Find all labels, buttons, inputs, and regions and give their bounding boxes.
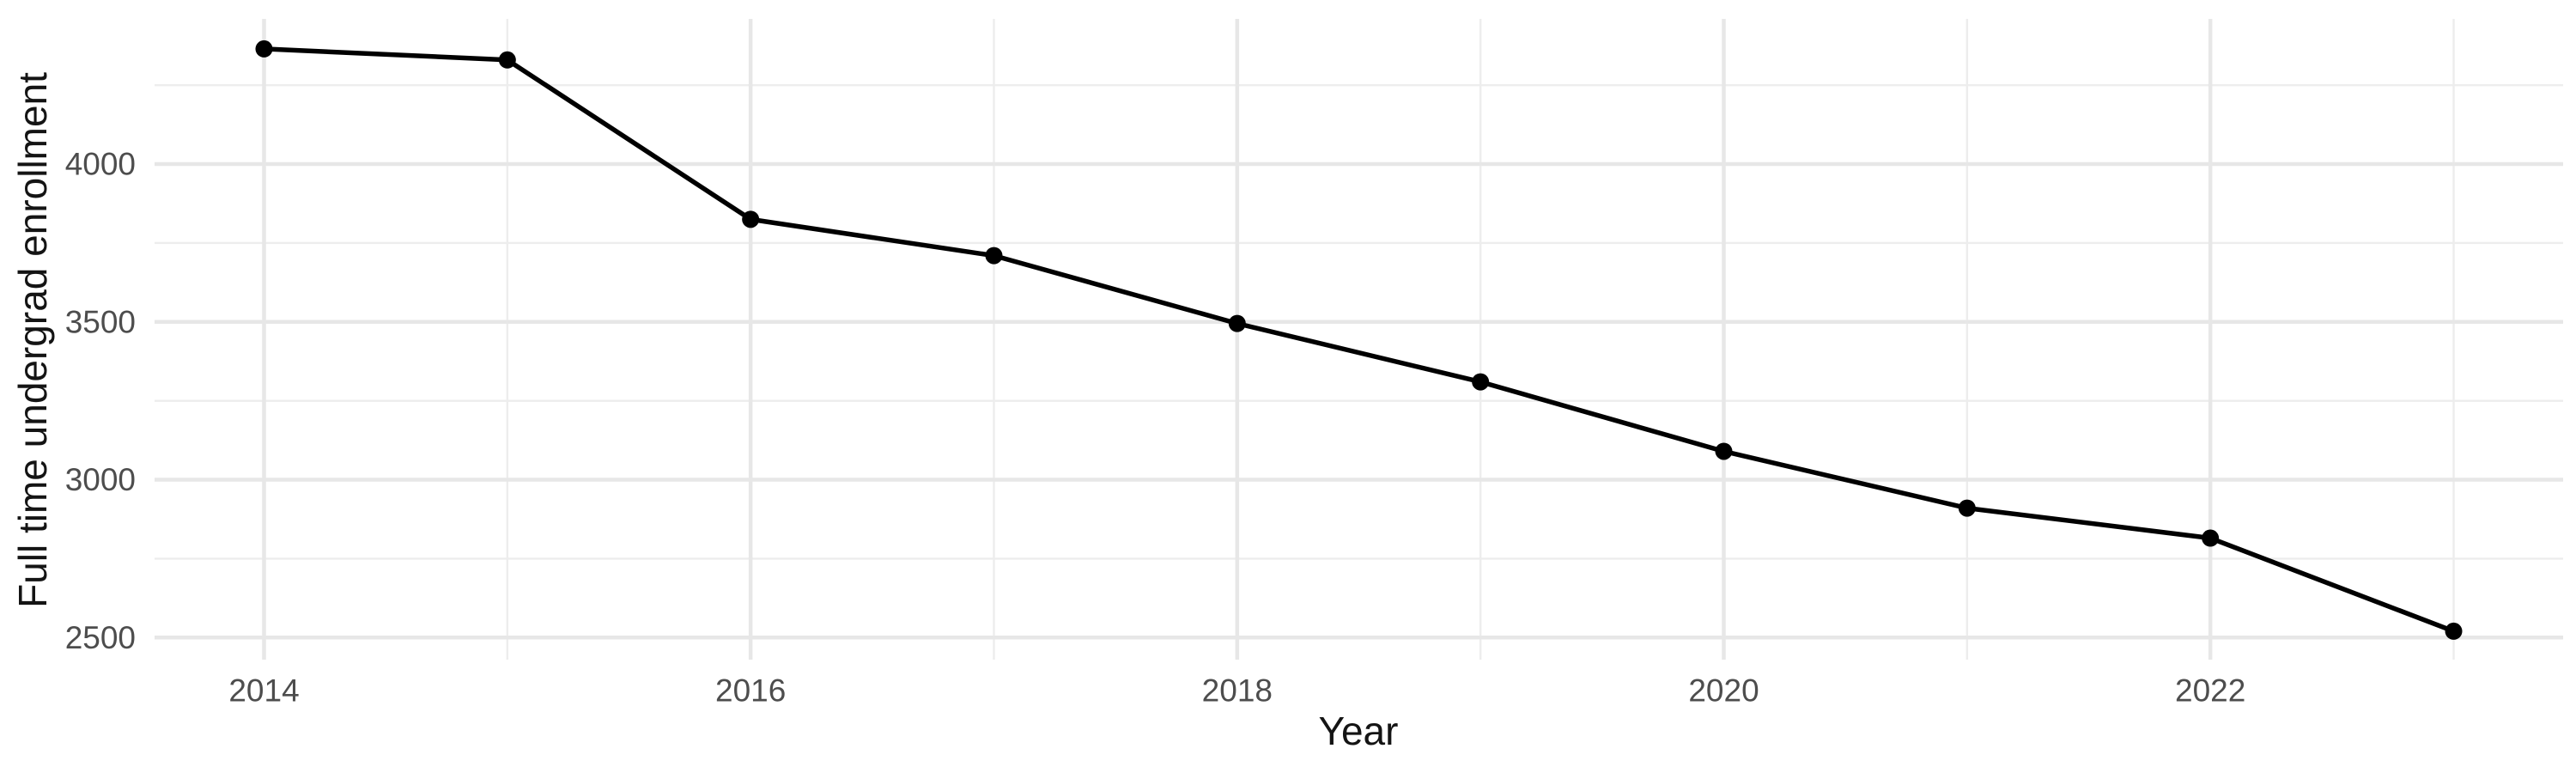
data-point-2014 — [255, 40, 273, 58]
x-tick-label-2020: 2020 — [1688, 673, 1759, 709]
data-point-2022 — [2202, 529, 2220, 547]
gridlines-minor — [155, 19, 2563, 660]
y-tick-label-2500: 2500 — [65, 620, 136, 655]
y-tick-label-3000: 3000 — [65, 462, 136, 497]
data-point-2019 — [1472, 373, 1490, 391]
data-point-2015 — [498, 51, 516, 69]
data-point-2017 — [985, 247, 1003, 265]
y-tick-label-4000: 4000 — [65, 147, 136, 182]
data-point-2023 — [2445, 622, 2463, 640]
data-point-2020 — [1715, 442, 1733, 460]
x-tick-label-2022: 2022 — [2175, 673, 2245, 709]
x-tick-label-2014: 2014 — [228, 673, 299, 709]
tick-labels: 2500 3000 3500 4000 2014 2016 2018 2020 2022 — [65, 147, 2246, 709]
y-axis-title: Full time undergrad enrollment — [10, 72, 55, 608]
x-axis-title: Year — [1319, 709, 1399, 753]
series-line — [264, 46, 2455, 634]
gridlines-major — [155, 19, 2563, 660]
x-tick-label-2018: 2018 — [1202, 673, 1273, 709]
line-series — [255, 40, 2463, 640]
data-point-2016 — [742, 210, 760, 228]
data-point-2021 — [1958, 499, 1976, 517]
y-tick-label-3500: 3500 — [65, 304, 136, 339]
data-point-2018 — [1228, 314, 1246, 332]
x-tick-label-2016: 2016 — [715, 673, 786, 709]
